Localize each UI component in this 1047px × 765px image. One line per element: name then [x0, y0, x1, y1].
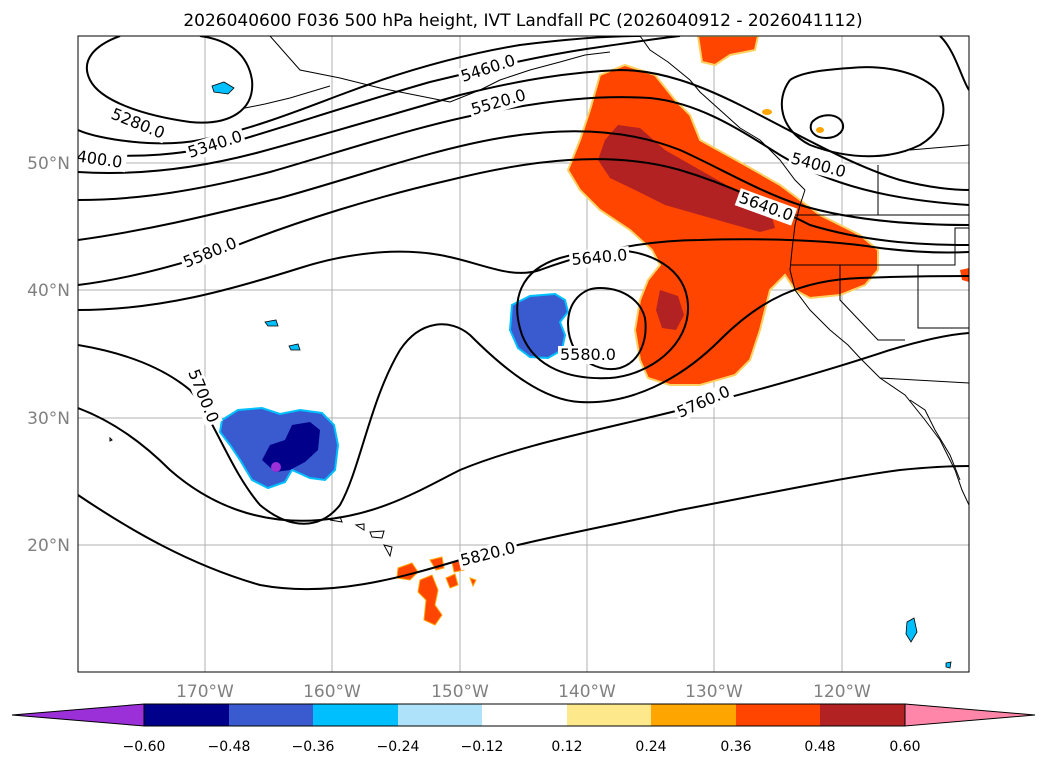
latitude-labels: 50°N 40°N 30°N 20°N — [27, 154, 70, 556]
alaska-coast — [244, 36, 611, 109]
contour-5400-west — [78, 68, 969, 191]
ivt-negative-small-2 — [288, 343, 301, 351]
ivt-strong-patch — [656, 290, 684, 330]
ivt-positive-north-patch — [696, 36, 760, 67]
lon-label-120w: 120°W — [813, 682, 871, 702]
colorbar-tick-8: 0.36 — [720, 739, 751, 755]
us-state-border-3 — [839, 265, 905, 341]
ivt-strong-core — [598, 125, 775, 232]
contour-5820 — [78, 465, 969, 591]
island-5 — [109, 436, 113, 442]
contour-5700 — [78, 275, 969, 525]
ivt-negative-west-core — [262, 422, 320, 472]
lat-label-40n: 40°N — [27, 281, 70, 301]
ivt-negative-small-4 — [945, 661, 952, 669]
us-mexico-border — [879, 377, 969, 384]
us-west-coast — [789, 189, 969, 506]
lon-label-170w: 170°W — [176, 682, 234, 702]
contour-east-edge — [939, 36, 969, 91]
ivt-positive-small-2 — [816, 127, 824, 133]
ivt-negative-region — [211, 81, 952, 669]
colorbar-ticks: −0.60 −0.48 −0.36 −0.24 −0.12 0.12 0.24 … — [123, 739, 921, 755]
colorbar-frame — [143, 703, 906, 727]
colorbar-segment-2 — [229, 704, 313, 726]
colorbar-segment-9 — [820, 704, 905, 726]
contour-5640-outer — [78, 238, 969, 311]
us-state-border-2 — [917, 265, 969, 329]
ivt-positive-small-1 — [762, 109, 772, 115]
contour-5400-east-low — [780, 66, 945, 158]
island-2 — [354, 523, 365, 531]
colorbar-segment-1 — [144, 704, 229, 726]
ivt-positive-east-patch — [960, 268, 969, 282]
colorbar-segment-5 — [482, 704, 567, 726]
contour-label-5640-center: 5640.0 — [568, 245, 631, 270]
lon-label-130w: 130°W — [685, 682, 743, 702]
map-panel: 5280.0 5340.0 5400.0 5460.0 5520.0 — [77, 35, 970, 673]
hawaii-patch-6 — [469, 577, 477, 588]
us-state-border-1 — [790, 227, 969, 266]
longitude-labels: 170°W 160°W 150°W 140°W 130°W 120°W — [176, 682, 871, 702]
lat-label-30n: 30°N — [27, 409, 70, 429]
map-title: 2026040600 F036 500 hPa height, IVT Land… — [183, 11, 862, 31]
island-3 — [369, 530, 385, 539]
contour-5760 — [78, 332, 969, 522]
island-4 — [383, 544, 393, 558]
contour-5520 — [78, 130, 969, 241]
hawaii-patch-2 — [417, 574, 443, 626]
contour-label-5580-cutoff: 5580.0 — [558, 345, 618, 364]
colorbar-segment-8 — [736, 704, 820, 726]
colorbar-tick-1: −0.60 — [123, 739, 166, 755]
colorbar: −0.60 −0.48 −0.36 −0.24 −0.12 0.12 0.24 … — [11, 703, 1036, 755]
hawaii-patch-5 — [445, 573, 459, 589]
colorbar-tick-2: −0.48 — [208, 739, 251, 755]
colorbar-extend-max — [904, 703, 1036, 727]
lon-label-150w: 150°W — [431, 682, 489, 702]
contour-label-text-5640-center: 5640.0 — [571, 245, 628, 269]
contour-low-northwest — [85, 36, 254, 124]
colorbar-tick-10: 0.60 — [889, 739, 920, 755]
lon-label-140w: 140°W — [558, 682, 616, 702]
map-frame — [77, 35, 970, 673]
map-layers: 5280.0 5340.0 5400.0 5460.0 5520.0 — [78, 36, 969, 672]
ivt-positive-region — [566, 36, 969, 386]
canada-coast — [639, 36, 806, 191]
ivt-negative-min — [271, 462, 281, 472]
contour-east-low-inner — [809, 114, 844, 140]
ivt-negative-north-patch — [211, 81, 235, 95]
colorbar-tick-9: 0.48 — [804, 739, 835, 755]
colorbar-segment-6 — [567, 704, 651, 726]
colorbar-tick-7: 0.24 — [635, 739, 666, 755]
colorbar-extend-min — [11, 703, 145, 727]
colorbar-tick-6: 0.12 — [551, 739, 582, 755]
ivt-negative-small-1 — [264, 319, 279, 327]
colorbar-segment-4 — [398, 704, 482, 726]
baja-coast — [909, 399, 961, 481]
ivt-negative-small-3 — [905, 617, 918, 643]
contour-label-text-5580-cutoff: 5580.0 — [560, 345, 616, 364]
colorbar-segment-3 — [313, 704, 398, 726]
colorbar-tick-4: −0.24 — [377, 739, 420, 755]
colorbar-tick-3: −0.36 — [292, 739, 335, 755]
contour-5280 — [78, 36, 641, 145]
contour-5580-cutoff-inner — [567, 286, 647, 370]
colorbar-tick-5: −0.12 — [461, 739, 504, 755]
lat-label-20n: 20°N — [27, 536, 70, 556]
map-background — [78, 36, 969, 672]
lat-label-50n: 50°N — [27, 154, 70, 174]
colorbar-segment-7 — [651, 704, 736, 726]
lon-label-160w: 160°W — [303, 682, 361, 702]
